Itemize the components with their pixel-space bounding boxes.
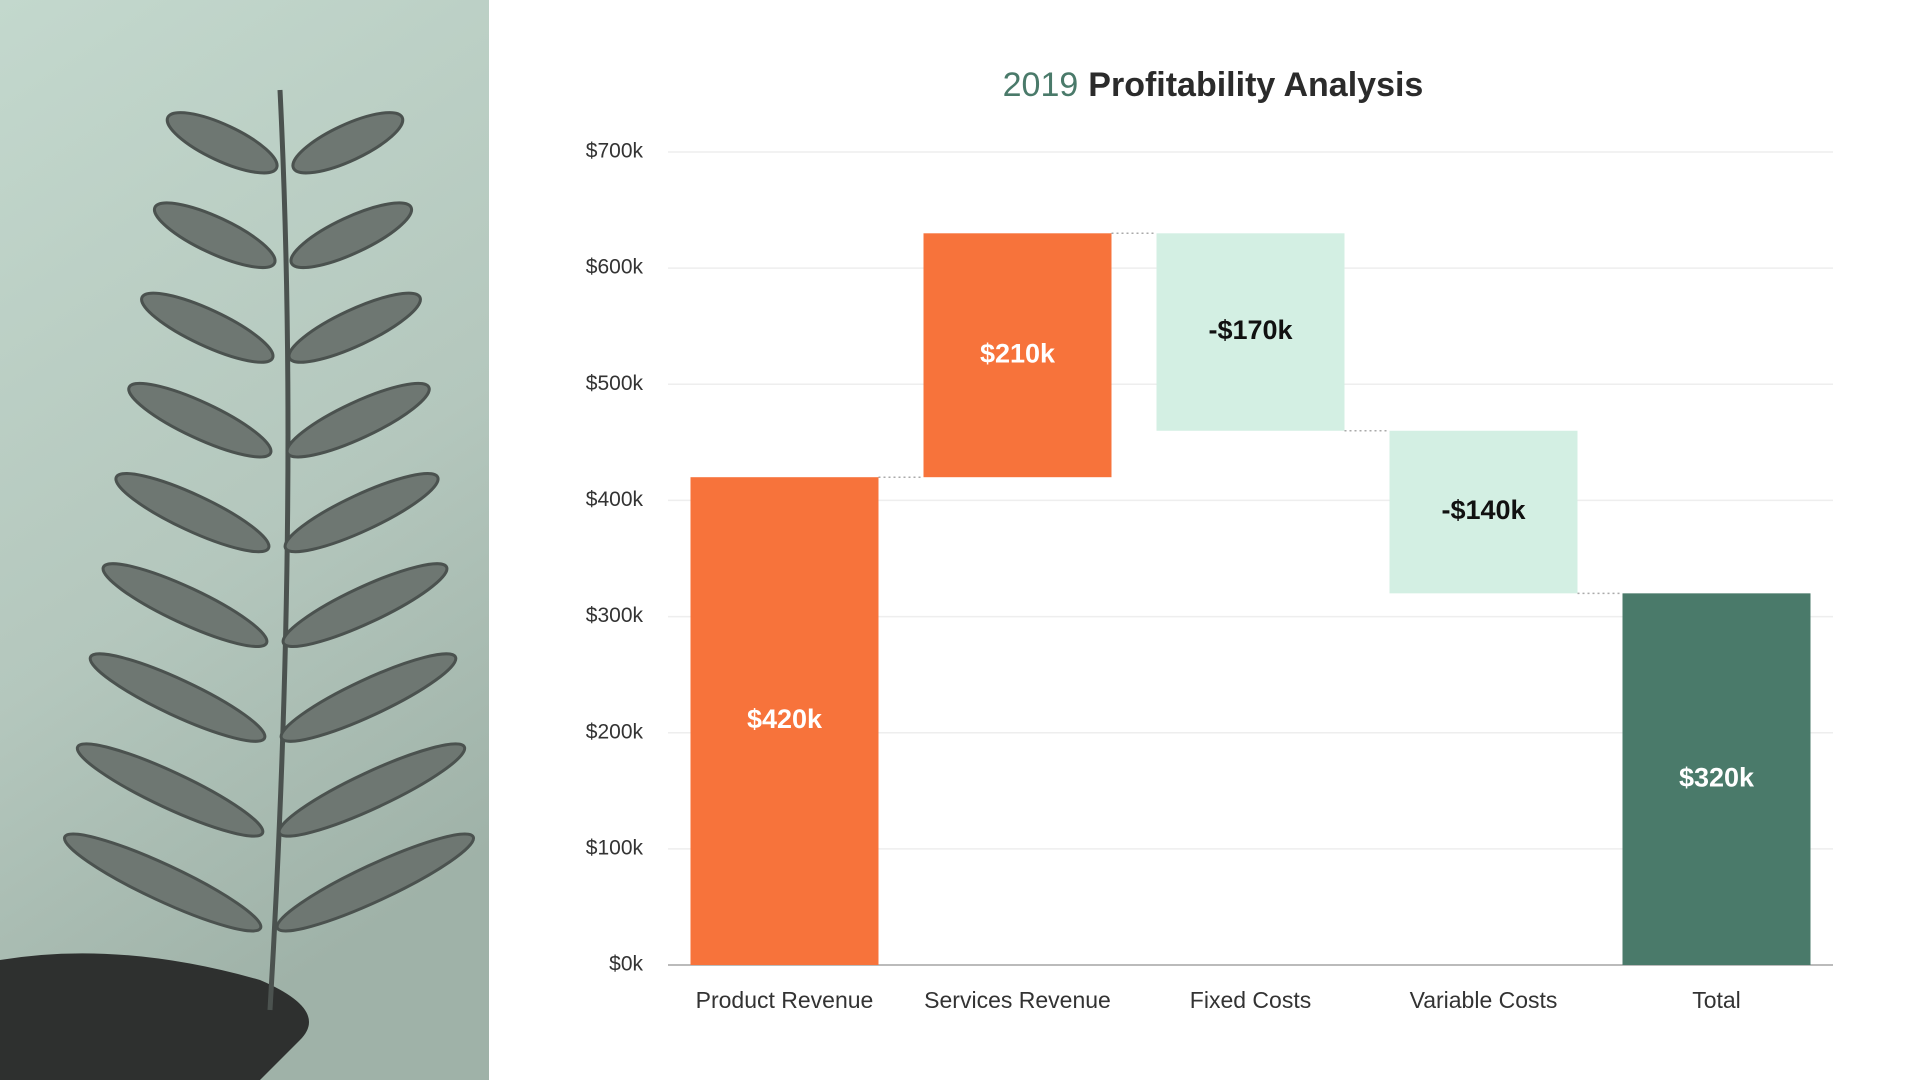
plot: $0k $100k $200k $300k $400k $500k $600k $700k $4… (586, 140, 1833, 1013)
bar (690, 477, 879, 965)
leaflet (114, 472, 271, 554)
leaflet (275, 832, 476, 933)
leaflet (291, 111, 405, 175)
leaflet (140, 291, 275, 364)
y-tick-label: $400k (586, 488, 644, 511)
leaflet (285, 381, 431, 459)
y-tick-label: $500k (586, 372, 644, 395)
x-tick-label: Variable Costs (1410, 987, 1558, 1013)
leaflet (289, 201, 414, 270)
x-tick-label: Services Revenue (924, 987, 1111, 1013)
y-tick-label: $200k (586, 720, 644, 743)
x-tick-label: Product Revenue (696, 987, 874, 1013)
leaflet (75, 742, 265, 838)
y-tick-label: $0k (609, 953, 643, 976)
leaflet (152, 201, 277, 270)
y-tick-label: $700k (586, 140, 644, 163)
leaflet (165, 111, 279, 175)
leaflet (127, 381, 273, 459)
value-label: $320k (1679, 762, 1755, 792)
value-label: -$170k (1208, 315, 1293, 345)
chart-title: 2019 Profitability Analysis (1003, 66, 1424, 104)
value-label: $420k (747, 704, 823, 734)
leaflet (281, 562, 449, 648)
value-label: -$140k (1441, 495, 1526, 525)
x-tick-label: Fixed Costs (1190, 987, 1311, 1013)
y-tick-label: $600k (586, 256, 644, 279)
leaflet (279, 652, 458, 743)
bar (1389, 430, 1578, 594)
y-tick-label: $300k (586, 604, 644, 627)
leaflet (62, 832, 263, 933)
leaflet (88, 652, 267, 743)
title-part: Profitability Analysis (1088, 66, 1423, 104)
bar (1622, 593, 1811, 965)
leaflet (101, 562, 269, 648)
photo (0, 0, 489, 1080)
x-tick-label: Total (1692, 987, 1741, 1013)
title-part: 2019 (1003, 66, 1079, 104)
y-tick-label: $100k (586, 836, 644, 859)
leaflet (283, 472, 440, 554)
leaflet (277, 742, 467, 838)
bar (923, 233, 1112, 478)
value-label: $210k (980, 338, 1056, 368)
leaflet (287, 291, 422, 364)
bar (1156, 233, 1345, 431)
